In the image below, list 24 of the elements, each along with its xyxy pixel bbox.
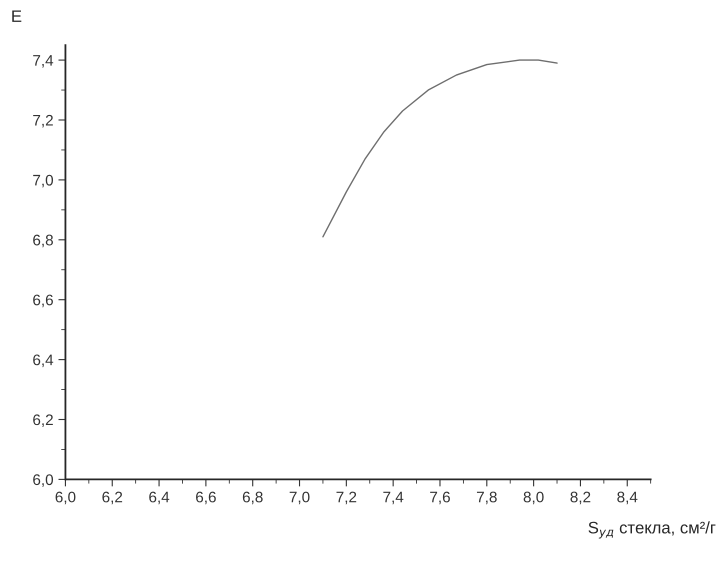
y-tick-label: 6,6 [33, 294, 53, 308]
y-tick-label: 7,2 [33, 114, 53, 128]
x-tick-label: 6,6 [196, 492, 216, 504]
x-tick-label: 8,0 [524, 492, 544, 504]
y-tick-label: 6,8 [33, 234, 53, 248]
y-tick-label: 7,4 [33, 55, 54, 68]
x-tick-label: 8,2 [570, 492, 590, 504]
x-tick-label: 6,0 [56, 492, 76, 504]
y-axis-title: E [12, 10, 22, 22]
y-tick-label: 7,0 [33, 174, 54, 188]
x-tick-label: 6,4 [149, 492, 170, 504]
line-series [322, 59, 558, 238]
x-tick-label: 7,0 [290, 492, 310, 504]
y-tick-label: 6,4 [33, 354, 54, 368]
x-tick-label: 7,2 [336, 492, 356, 504]
y-tick-label: 6,2 [33, 414, 53, 427]
x-tick-label: 6,8 [242, 492, 263, 504]
x-tick-label: 7,6 [430, 492, 450, 504]
x-tick-label: 7,4 [383, 492, 404, 504]
x-tick-label: 7,8 [476, 492, 497, 504]
x-axis-title: S$_{уд}$ стекла, см²/г [588, 521, 716, 539]
y-tick-label: 6,0 [33, 474, 54, 487]
x-tick-label: 6,2 [102, 492, 122, 504]
x-tick-label: 8,4 [617, 492, 638, 504]
